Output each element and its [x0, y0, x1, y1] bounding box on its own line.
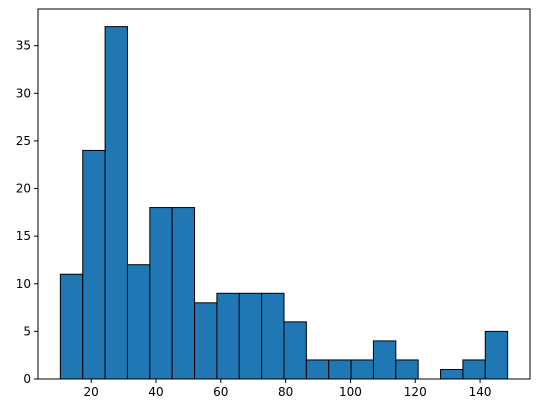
histogram-bar-1	[82, 149, 106, 380]
x-tick-label: 140	[469, 385, 492, 399]
histogram-bar-11	[305, 359, 330, 380]
histogram-bar-3	[126, 264, 151, 380]
axes-group: 20 40 60 80 100 120 140 0 5 10 15 20 25 30 35	[16, 8, 531, 399]
histogram-bar-0	[59, 273, 84, 380]
histogram-bar-5	[171, 207, 196, 380]
x-tick-label: 40	[148, 385, 163, 399]
y-tick-label: 10	[16, 277, 31, 291]
histogram-bar-6	[194, 302, 218, 380]
y-tick-label: 20	[16, 182, 31, 196]
histogram-bar-12	[328, 359, 352, 380]
histogram-bar-2	[104, 26, 128, 380]
histogram-bar-8	[238, 292, 263, 380]
x-tick-label: 80	[278, 385, 293, 399]
histogram-bar-15	[395, 359, 419, 380]
histogram-bar-9	[261, 292, 285, 380]
histogram-bar-17	[440, 368, 464, 380]
x-tick-label: 100	[339, 385, 362, 399]
x-tick-label: 120	[404, 385, 427, 399]
histogram-bar-10	[283, 321, 307, 380]
x-tick-label: 60	[213, 385, 228, 399]
y-tick-label: 30	[16, 86, 31, 100]
bars-group	[59, 26, 509, 380]
y-tick-label: 0	[23, 372, 31, 386]
histogram-bar-4	[149, 207, 173, 380]
histogram-bar-13	[350, 359, 374, 380]
y-tick-label: 25	[16, 134, 31, 148]
histogram-bar-18	[462, 359, 486, 380]
y-tick-label: 15	[16, 229, 31, 243]
histogram-bar-19	[484, 330, 509, 380]
x-tick-label: 20	[84, 385, 99, 399]
plot-frame	[37, 8, 531, 380]
y-tick-label: 35	[16, 39, 31, 53]
y-tick-label: 5	[23, 324, 31, 338]
histogram-bar-7	[216, 292, 240, 380]
histogram-bar-14	[372, 340, 397, 380]
